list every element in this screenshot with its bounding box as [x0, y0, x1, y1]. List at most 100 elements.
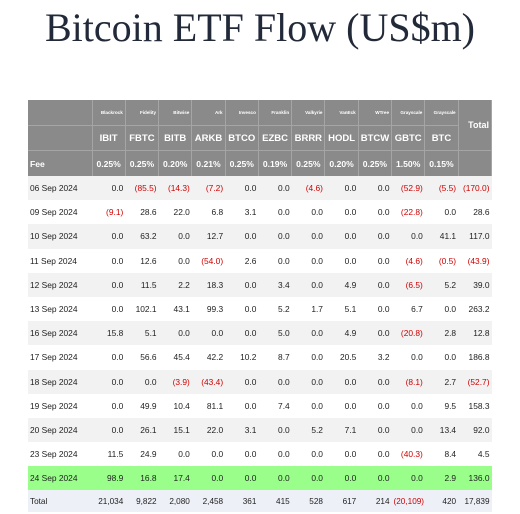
flow: 0.0 [344, 449, 357, 460]
issuer-row: Blackrock Fidelity Bitwise Ark Invesco Frankl… [28, 100, 493, 151]
total-flow: 17,839 [458, 490, 492, 513]
issuer-name: VanEck [324, 100, 359, 126]
flow-table: Blackrock Fidelity Bitwise Ark Invesco Frankl… [28, 100, 493, 513]
flow: 0.0 [92, 224, 126, 249]
flow: 3.1 [225, 417, 259, 443]
fee: 0.25% [92, 150, 126, 176]
issuer-name: Invesco [225, 100, 259, 126]
flow: 99.3 [206, 304, 224, 315]
fee-row: Fee 0.25% 0.25% 0.20% 0.21% 0.25% 0.19% 0.25% 0.… [28, 150, 493, 176]
flow: 0.0 [377, 400, 390, 411]
flow: 0.0 [258, 369, 292, 394]
flow: 3.2 [377, 352, 390, 363]
flow: 10.2 [240, 352, 257, 363]
day-row: 20 Sep 2024 0.0 26.1 15.1 22.0 3.1 0.0 5.2 7.1 0.… [28, 417, 492, 443]
flow: 0.0 [444, 352, 457, 363]
row-total: 117.0 [458, 224, 492, 249]
flow: 2.7 [424, 369, 459, 394]
fee: 0.21% [191, 150, 226, 176]
flow: 8.4 [444, 449, 457, 460]
ticker: IBIT [92, 125, 126, 151]
date: 19 Sep 2024 [30, 400, 78, 411]
flow: 0.0 [291, 466, 325, 491]
date: 18 Sep 2024 [28, 369, 92, 394]
fee: 0.25% [358, 150, 393, 176]
flow: 4.9 [324, 272, 359, 297]
row-total: 12.8 [458, 321, 492, 346]
flow: 15.1 [158, 417, 192, 443]
flow: 0.0 [358, 466, 392, 491]
flow: 0.0 [391, 466, 425, 491]
flow: 0.0 [391, 224, 425, 249]
fee: 0.15% [424, 150, 459, 176]
flow: (7.2) [191, 176, 226, 201]
flow: 0.0 [225, 466, 259, 491]
flow: 0.0 [311, 400, 323, 411]
flow: 45.4 [173, 352, 190, 363]
flow: 0.0 [225, 369, 259, 394]
flow: 0.0 [311, 207, 323, 218]
table-body: 06 Sep 2024 0.0 (85.5) (14.3) (7.2) 0.0 0.0 (4.… [28, 176, 492, 491]
ticker: BTCW [358, 125, 393, 151]
total-header: Total [458, 100, 493, 151]
flow: (8.1) [391, 369, 425, 394]
date: 06 Sep 2024 [28, 176, 92, 201]
flow: 0.0 [291, 321, 325, 346]
flow: 0.0 [244, 449, 257, 460]
issuer-name: Valkyrie [291, 100, 326, 126]
ticker: BRRR [291, 125, 326, 151]
flow: 6.8 [211, 207, 224, 218]
row-total: 39.0 [458, 272, 492, 297]
flow: 2.9 [424, 466, 459, 491]
flow: 5.2 [291, 417, 325, 443]
ticker: BTC [424, 125, 459, 151]
flow: (43.4) [191, 369, 226, 394]
flow: 24.9 [140, 449, 157, 460]
ticker: GBTC [391, 125, 426, 151]
row-total: 263.2 [468, 304, 490, 315]
fee-label: Fee [28, 150, 93, 176]
day-row: 17 Sep 2024 0.0 56.6 45.4 42.2 10.2 8.7 0.0 20.5… [28, 345, 492, 369]
flow: (22.8) [400, 207, 423, 218]
flow: 0.0 [225, 272, 259, 297]
flow: 0.0 [358, 176, 392, 201]
row-total: 28.6 [473, 207, 490, 218]
flow: 56.6 [140, 352, 157, 363]
flow: 0.0 [125, 369, 159, 394]
day-row: 16 Sep 2024 15.8 5.1 0.0 0.0 0.0 5.0 0.0 4.9 0.0(… [28, 321, 492, 346]
flow: 6.7 [411, 304, 423, 315]
flow: 12.6 [140, 255, 157, 266]
ticker: ARKB [191, 125, 226, 151]
flow: 2.8 [424, 321, 459, 346]
flow: 0.0 [324, 176, 359, 201]
day-row: 12 Sep 2024 0.0 11.5 2.2 18.3 0.0 3.4 0.0 4.9 0.0… [28, 272, 492, 297]
flow: 22.0 [191, 417, 226, 443]
flow: 102.1 [135, 304, 157, 315]
flow: 0.0 [311, 255, 323, 266]
date: 13 Sep 2024 [30, 304, 78, 315]
flow: 0.0 [391, 417, 425, 443]
total-flow: 2,080 [158, 490, 192, 513]
total-flow: 21,034 [92, 490, 126, 513]
flow: 8.7 [278, 352, 290, 363]
flow: 0.0 [344, 255, 357, 266]
day-row: 24 Sep 2024 98.9 16.8 17.4 0.0 0.0 0.0 0.0 0.0 0.… [28, 466, 492, 491]
day-row: 06 Sep 2024 0.0 (85.5) (14.3) (7.2) 0.0 0.0 (4.… [28, 176, 492, 201]
flow: 0.0 [324, 369, 359, 394]
title: Bitcoin ETF Flow (US$m) [44, 5, 476, 50]
flow: (9.1) [106, 207, 124, 218]
row-total: (52.7) [458, 369, 492, 394]
flow: 0.0 [158, 321, 192, 346]
row-total: (43.9) [467, 255, 490, 266]
ticker: BTCO [225, 125, 259, 151]
row-total: 186.8 [468, 352, 490, 363]
flow: 4.9 [324, 321, 359, 346]
total-row: Total 21,034 9,822 2,080 2,458 361 415 528 617 21… [28, 490, 492, 513]
total-flow: 617 [324, 490, 359, 513]
flow: 11.5 [125, 272, 159, 297]
flow: 1.7 [311, 304, 323, 315]
ticker: BITB [158, 125, 193, 151]
flow: 0.0 [111, 352, 124, 363]
flow: 0.0 [411, 352, 423, 363]
flow: 0.0 [178, 255, 190, 266]
